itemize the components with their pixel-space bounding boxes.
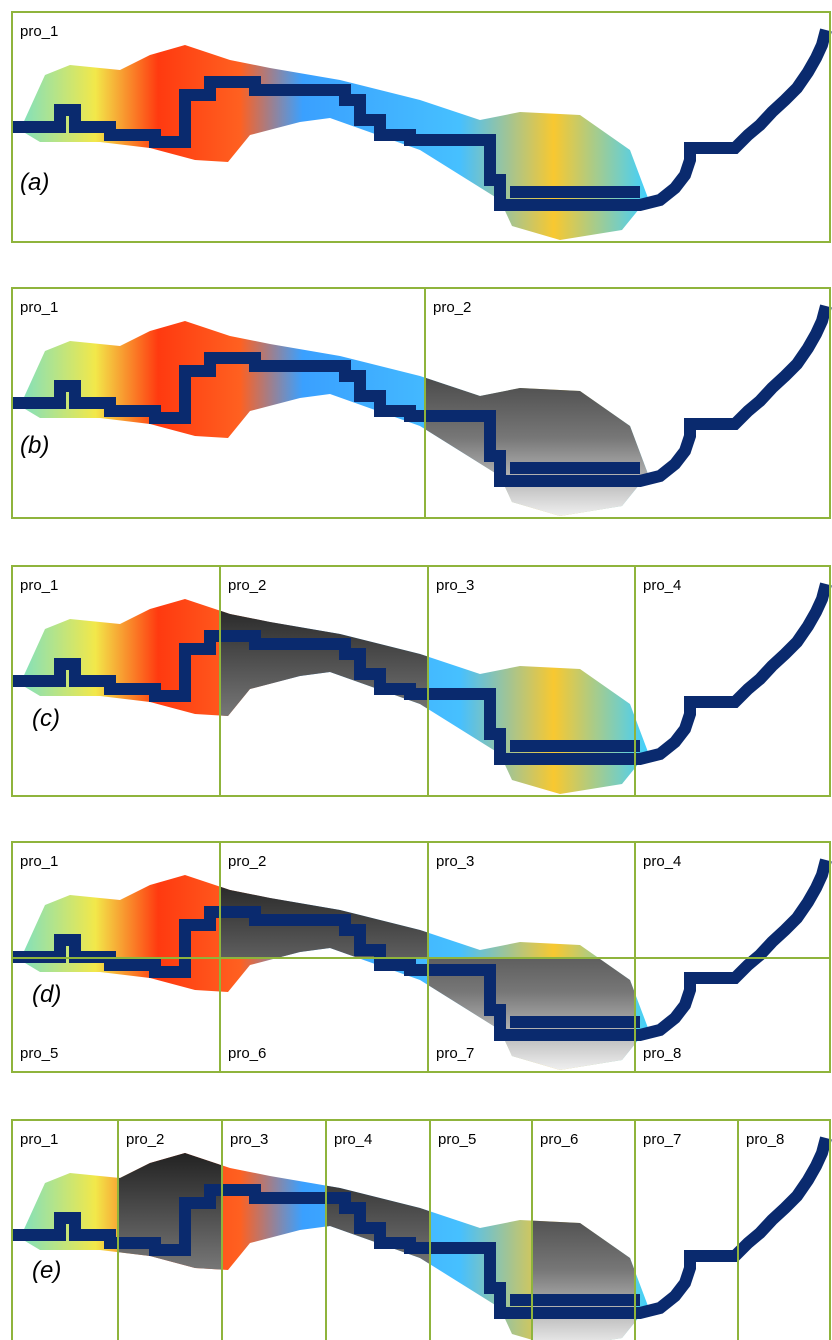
region-label: pro_1 <box>20 853 58 870</box>
panel: pro_1 pro_2 pro_3 pro_4 pro_5 pro_6 pro_7 pro_8… <box>12 842 830 1072</box>
panel: pro_1 pro_2 pro_3 pro_4 (c) <box>12 566 830 796</box>
region-label: pro_2 <box>228 853 266 870</box>
region-label: pro_4 <box>334 1131 372 1148</box>
region-label: pro_1 <box>20 577 58 594</box>
page: {"panels": [ {"label": "(a)", "regions":… <box>0 0 832 1340</box>
region-label: pro_1 <box>20 1131 58 1148</box>
panel: pro_1 (a) <box>12 12 830 242</box>
region-label: pro_7 <box>436 1045 474 1062</box>
region-label: pro_4 <box>643 577 681 594</box>
region-label: pro_7 <box>643 1131 681 1148</box>
region-label: pro_3 <box>436 853 474 870</box>
region-label: pro_3 <box>230 1131 268 1148</box>
region-label: pro_6 <box>228 1045 266 1062</box>
panel-label: (d) <box>32 981 61 1008</box>
region-label: pro_8 <box>746 1131 784 1148</box>
region-label: pro_2 <box>126 1131 164 1148</box>
region-label: pro_1 <box>20 299 58 316</box>
region-label: pro_3 <box>436 577 474 594</box>
region-label: pro_1 <box>20 23 58 40</box>
region-label: pro_2 <box>228 577 266 594</box>
panel-label: (b) <box>20 432 49 459</box>
figure: pro_1(a)pro_1pro_2(b)pro_1pro_2pro_3pro_… <box>0 0 832 1340</box>
panel-label: (a) <box>20 169 49 196</box>
panel: pro_1 pro_2 pro_3 pro_4 pro_5 pro_6 pro_7 pro_8… <box>12 1120 830 1340</box>
region-label: pro_5 <box>20 1045 58 1062</box>
panel: pro_1 pro_2 (b) <box>12 288 830 518</box>
region-label: pro_4 <box>643 853 681 870</box>
region-label: pro_8 <box>643 1045 681 1062</box>
panel-label: (e) <box>32 1257 61 1284</box>
region-label: pro_2 <box>433 299 471 316</box>
region-label: pro_5 <box>438 1131 476 1148</box>
region-label: pro_6 <box>540 1131 578 1148</box>
panel-label: (c) <box>32 705 60 732</box>
